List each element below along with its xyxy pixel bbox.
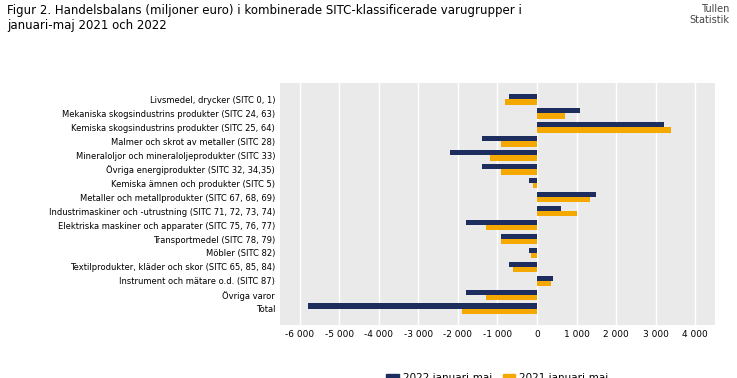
Bar	[537, 276, 553, 281]
Bar	[482, 164, 537, 169]
Bar	[529, 248, 537, 253]
Bar	[501, 234, 537, 239]
Bar	[537, 113, 565, 119]
Bar	[450, 150, 537, 155]
Bar	[486, 295, 537, 300]
Bar	[537, 206, 561, 211]
Bar	[466, 290, 537, 295]
Text: Tullen
Statistik: Tullen Statistik	[690, 4, 730, 25]
Bar	[466, 220, 537, 225]
Bar	[533, 183, 537, 189]
Bar	[509, 94, 537, 99]
Bar	[537, 192, 596, 197]
Text: Figur 2. Handelsbalans (miljoner euro) i kombinerade SITC-klassificerade varugru: Figur 2. Handelsbalans (miljoner euro) i…	[7, 4, 523, 32]
Bar	[462, 309, 537, 314]
Bar	[489, 155, 537, 161]
Bar	[529, 178, 537, 183]
Legend: 2022 januari-maj, 2021 januari-maj: 2022 januari-maj, 2021 januari-maj	[383, 369, 612, 378]
Bar	[482, 136, 537, 141]
Bar	[531, 253, 537, 258]
Bar	[537, 127, 671, 133]
Bar	[501, 239, 537, 244]
Bar	[509, 262, 537, 267]
Bar	[537, 197, 590, 203]
Bar	[513, 267, 537, 272]
Bar	[501, 169, 537, 175]
Bar	[537, 122, 663, 127]
Bar	[537, 211, 576, 216]
Bar	[308, 304, 537, 309]
Bar	[537, 108, 581, 113]
Bar	[537, 281, 551, 286]
Bar	[506, 99, 537, 105]
Bar	[486, 225, 537, 230]
Bar	[501, 141, 537, 147]
